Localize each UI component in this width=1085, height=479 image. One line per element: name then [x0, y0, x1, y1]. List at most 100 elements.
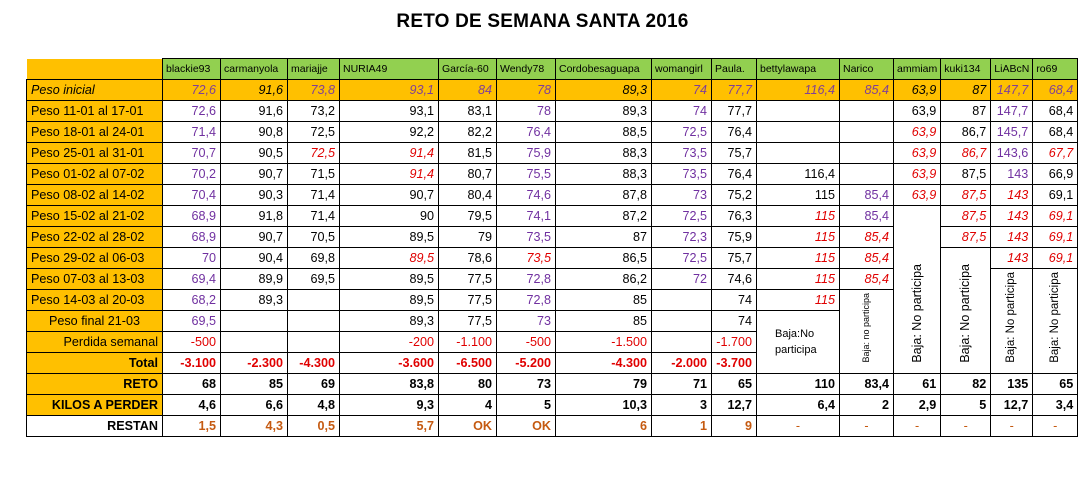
weight-cell: 77,5	[438, 268, 497, 290]
weight-cell: 67,7	[1032, 142, 1079, 164]
result-cell: 3	[651, 394, 712, 416]
result-cell: 83,4	[839, 373, 894, 395]
result-cell: 12,7	[711, 394, 757, 416]
row-semanal: Perdida semanal -500 -200 -1.100 -500 -1.500-…	[26, 331, 1078, 353]
weight-cell: 89,3	[555, 100, 652, 122]
weight-cell: 91,6	[220, 79, 288, 101]
baja-label: Baja: no participa	[861, 293, 871, 363]
summary-cell: -1.100	[438, 331, 497, 353]
weight-cell: 115	[756, 205, 840, 227]
weight-cell: 72,5	[651, 121, 712, 143]
result-cell: 9,3	[339, 394, 439, 416]
weight-cell: 115	[756, 289, 840, 311]
summary-cell: -4.300	[555, 352, 652, 374]
summary-cell: -3.700	[711, 352, 757, 374]
row-label: Perdida semanal	[26, 331, 163, 353]
summary-cell	[651, 310, 712, 332]
weight-cell: 89,5	[339, 289, 439, 311]
result-cell: 3,4	[1032, 394, 1079, 416]
weight-cell: 73	[651, 184, 712, 206]
result-cell: 5	[940, 394, 992, 416]
weight-cell: 86,7	[940, 142, 992, 164]
weight-cell: 87,5	[940, 184, 992, 206]
corner-cell	[26, 58, 163, 80]
weight-cell: 72,5	[651, 205, 712, 227]
weight-cell: 72,8	[496, 289, 556, 311]
weight-cell: 87,5	[940, 163, 992, 185]
weight-cell: 147,7	[990, 100, 1034, 122]
result-cell: 2,9	[892, 394, 942, 416]
result-cell: OK	[438, 415, 497, 437]
weight-cell: 88,3	[555, 142, 652, 164]
row-label: Peso 25-01 al 31-01	[26, 142, 163, 164]
weight-cell	[839, 142, 894, 164]
weight-cell: 91,4	[339, 163, 439, 185]
row-w4: Peso 01-02 al 07-02 70,2 90,7 71,5 91,4 80,7 7…	[26, 163, 1079, 185]
baja-cell: Baja: no participa	[839, 289, 894, 374]
result-cell: 135	[990, 373, 1034, 395]
result-cell: 9	[711, 415, 757, 437]
participant-name: carmanyola	[220, 58, 288, 80]
weight-cell: 85	[555, 289, 652, 311]
weight-cell: 69,1	[1032, 226, 1079, 248]
weight-cell: 73,5	[651, 163, 712, 185]
participant-name: bettylawapa	[756, 58, 840, 80]
weight-cell: 90	[339, 205, 439, 227]
result-cell: 61	[892, 373, 942, 395]
weight-cell: 69,1	[1032, 184, 1079, 206]
result-cell: 4,8	[287, 394, 340, 416]
weight-cell: 143,6	[990, 142, 1034, 164]
baja-label: Baja: No participa	[1005, 272, 1018, 363]
result-cell: 0,5	[287, 415, 340, 437]
participant-name: Paula.	[711, 58, 757, 80]
row-label: Peso 15-02 al 21-02	[26, 205, 163, 227]
weight-cell: 87,2	[555, 205, 652, 227]
weight-cell: 75,9	[496, 142, 556, 164]
weight-cell: 69,8	[287, 247, 340, 269]
weight-cell: 143	[990, 247, 1034, 269]
weight-cell: 90,4	[220, 247, 288, 269]
result-cell: OK	[496, 415, 556, 437]
summary-cell: 74	[711, 310, 757, 332]
result-cell: -	[839, 415, 894, 437]
weight-cell: 143	[990, 163, 1034, 185]
weight-cell: 90,5	[220, 142, 288, 164]
weight-cell: 79	[438, 226, 497, 248]
weight-cell: 71,4	[287, 184, 340, 206]
weight-cell: 75,7	[711, 247, 757, 269]
weight-cell: 86,7	[940, 121, 992, 143]
weight-cell: 87	[940, 79, 992, 101]
weight-cell: 71,5	[287, 163, 340, 185]
weight-cell: 74	[651, 79, 712, 101]
weight-cell: 68,4	[1032, 100, 1079, 122]
weight-cell: 116,4	[756, 163, 840, 185]
weight-cell: 75,5	[496, 163, 556, 185]
summary-cell: -2.000	[651, 352, 712, 374]
result-cell: 65	[711, 373, 757, 395]
weight-cell: 70,7	[162, 142, 221, 164]
result-cell: 1,5	[162, 415, 221, 437]
row-w1: Peso 11-01 al 17-01 72,6 91,6 73,2 93,1 83,1 7…	[26, 100, 1079, 122]
row-label: Peso inicial	[26, 79, 163, 101]
weight-cell: 68,2	[162, 289, 221, 311]
weight-cell: 145,7	[990, 121, 1034, 143]
weight-cell: 89,5	[339, 247, 439, 269]
participant-name: LiABcN	[990, 58, 1034, 80]
summary-cell	[287, 331, 340, 353]
weight-cell: 91,4	[339, 142, 439, 164]
summary-cell: -4.300	[287, 352, 340, 374]
summary-cell	[287, 310, 340, 332]
header-row: blackie93 carmanyola mariajje NURIA49 García…	[26, 58, 1079, 80]
weight-cell: 70,5	[287, 226, 340, 248]
weight-cell: 73,5	[651, 142, 712, 164]
weight-cell: 89,3	[555, 79, 652, 101]
weight-cell: 90,7	[220, 226, 288, 248]
weight-cell: 72	[651, 268, 712, 290]
weight-cell: 63,9	[892, 79, 942, 101]
weight-cell: 69,1	[1032, 247, 1079, 269]
weight-cell: 88,3	[555, 163, 652, 185]
weight-cell: 63,9	[892, 142, 942, 164]
weight-cell: 90,8	[220, 121, 288, 143]
weight-cell: 70,4	[162, 184, 221, 206]
weight-cell: 115	[756, 226, 840, 248]
